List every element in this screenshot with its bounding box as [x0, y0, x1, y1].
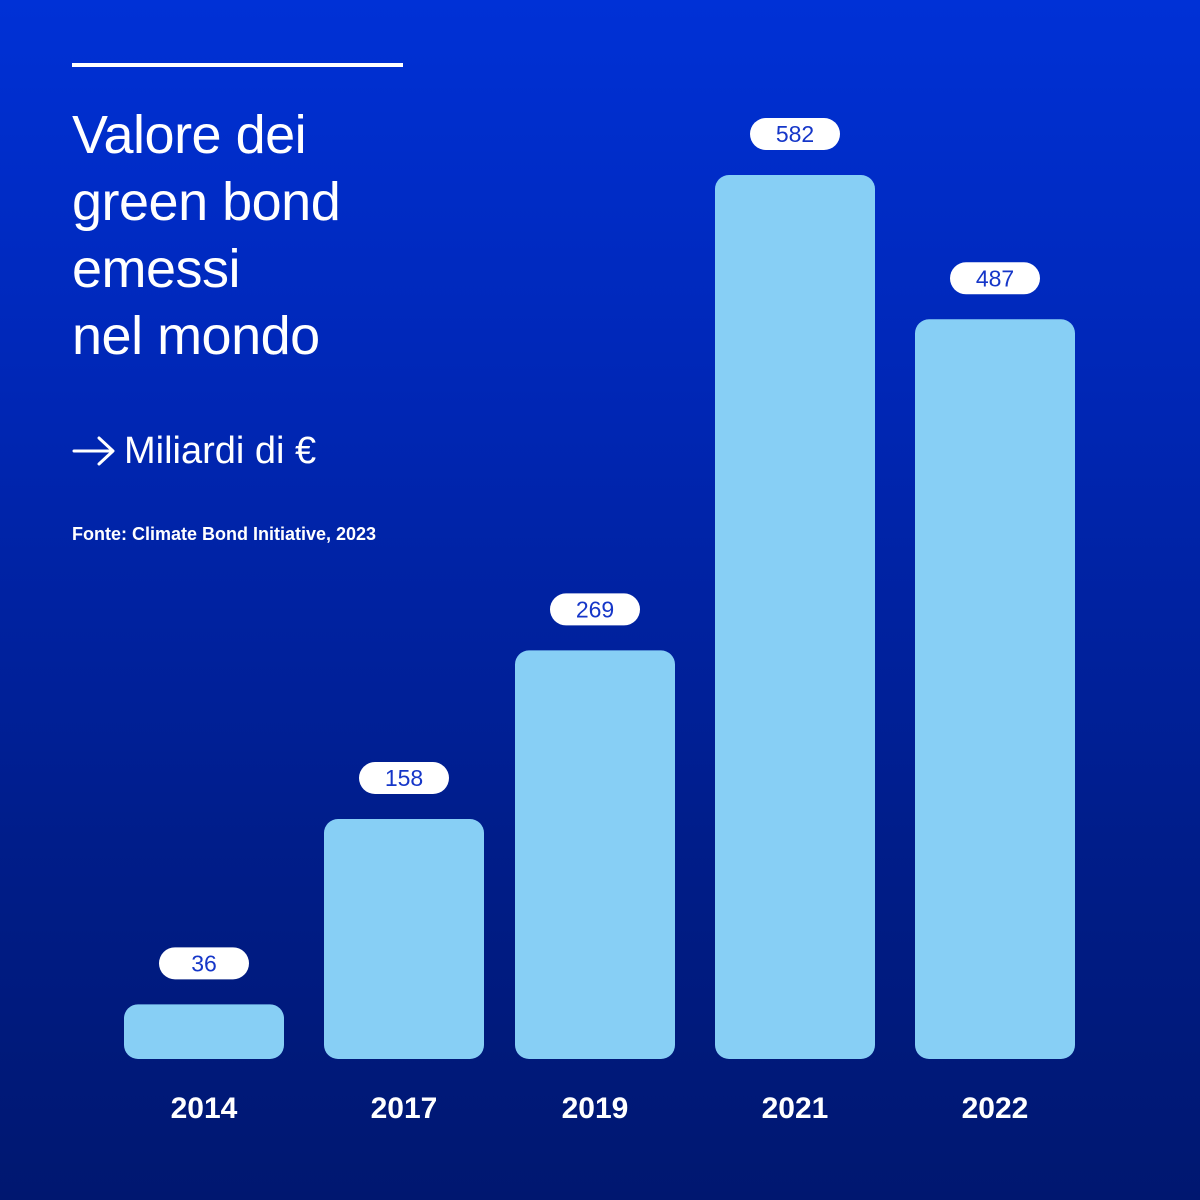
title-line: green bond	[72, 172, 341, 232]
unit-row: Miliardi di €	[72, 428, 316, 474]
value-label: 36	[191, 950, 217, 976]
value-pill	[750, 118, 840, 150]
value-label: 582	[776, 121, 814, 147]
source-note: Fonte: Climate Bond Initiative, 2023	[72, 524, 377, 544]
bar-2014	[124, 1004, 284, 1059]
bar-2021	[715, 175, 875, 1059]
title-line: nel mondo	[72, 306, 320, 366]
title-line: Valore dei	[72, 105, 307, 165]
x-tick-label: 2014	[171, 1092, 238, 1125]
bar-2017	[324, 819, 484, 1059]
x-tick-label: 2021	[762, 1092, 829, 1125]
value-pill	[550, 593, 640, 626]
bar-2019	[515, 650, 675, 1059]
value-pill	[950, 262, 1040, 295]
unit-label: Miliardi di €	[124, 430, 317, 472]
x-tick-label: 2017	[371, 1092, 438, 1125]
value-label: 487	[976, 265, 1014, 291]
bar-2022	[915, 319, 1075, 1059]
x-tick-label: 2022	[962, 1092, 1029, 1125]
arrow-right-icon	[72, 436, 115, 466]
value-pill	[159, 947, 249, 980]
title-line: emessi	[72, 239, 241, 299]
value-label: 269	[576, 596, 614, 622]
value-pill	[359, 762, 449, 795]
chart-title: Valore dei green bond emessi nel mondo	[72, 102, 492, 370]
x-tick-label: 2019	[562, 1092, 629, 1125]
top-divider	[72, 63, 403, 67]
value-label: 158	[385, 765, 423, 791]
